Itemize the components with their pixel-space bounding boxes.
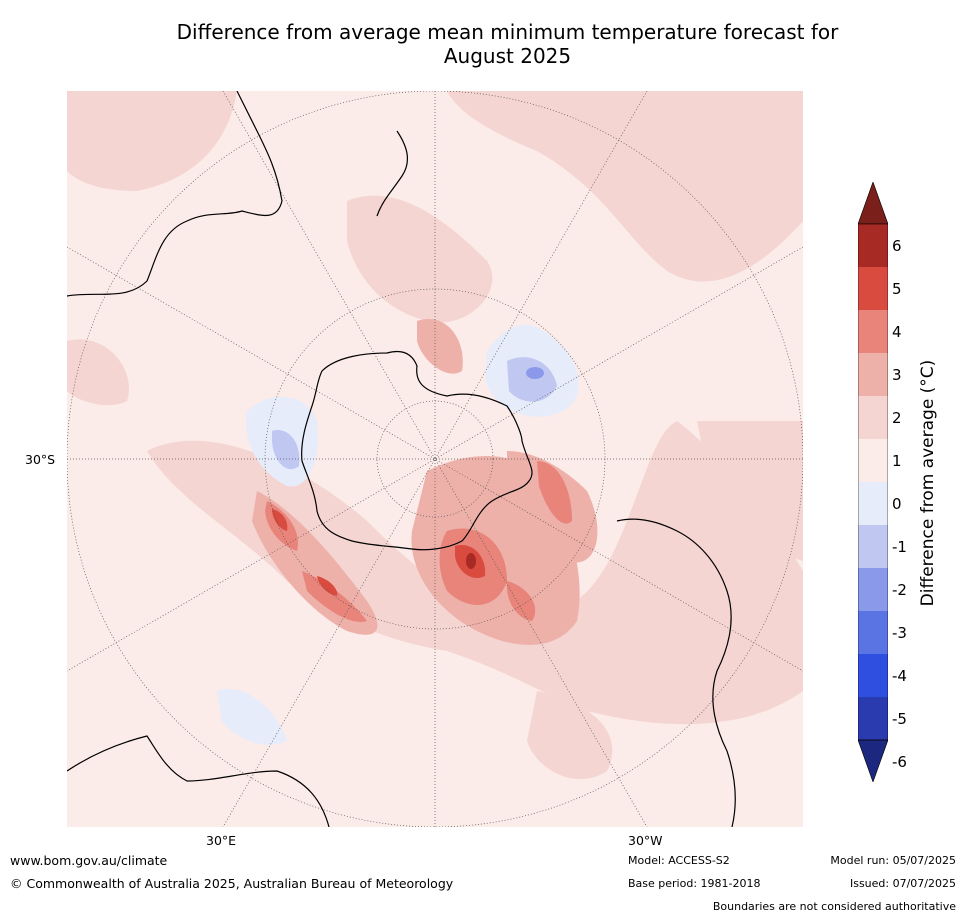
- lat-label-30s: 30°S: [25, 452, 56, 467]
- polar-map: [67, 91, 803, 827]
- footer-model: Model: ACCESS-S2: [628, 854, 730, 867]
- graticule: [67, 91, 803, 827]
- colorbar-band: [858, 267, 888, 310]
- footer-issued: Issued: 07/07/2025: [849, 877, 956, 890]
- australia-outline: [67, 91, 283, 297]
- footer-disclaimer: Boundaries are not considered authoritat…: [712, 900, 956, 913]
- colorbar-band: [858, 697, 888, 740]
- colorbar-tick-label: -6: [892, 752, 907, 771]
- colorbar-title: Difference from average (°C): [918, 359, 938, 607]
- colorbar-extend-bottom: [858, 739, 888, 782]
- colorbar-band: [858, 568, 888, 611]
- south-america-outline: [616, 518, 736, 827]
- colorbar-tick-label: -2: [892, 580, 907, 599]
- lon-label-30e: 30°E: [206, 833, 237, 848]
- title-line-1: Difference from average mean minimum tem…: [176, 20, 839, 44]
- anomaly-1-2: [67, 91, 803, 780]
- africa-outline: [67, 735, 330, 827]
- anomaly-minus2-minus3: [526, 367, 544, 379]
- footer-website: www.bom.gov.au/climate: [10, 853, 168, 868]
- anomaly-minus1-minus2: [272, 357, 557, 470]
- new-zealand-outline: [376, 130, 409, 217]
- footer-copyright: © Commonwealth of Australia 2025, Austra…: [10, 876, 454, 891]
- colorbar-band: [858, 654, 888, 697]
- colorbar-band: [858, 439, 888, 482]
- anomaly-5-6: [466, 553, 476, 569]
- colorbar-tick-label: 0: [892, 494, 902, 513]
- colorbar-tick-label: -4: [892, 666, 907, 685]
- colorbar-tick-label: 1: [892, 451, 902, 470]
- coastlines: [67, 91, 736, 827]
- colorbar-band: [858, 611, 888, 654]
- antarctica-outline: [301, 350, 533, 551]
- colorbar-tick-label: 3: [892, 365, 902, 384]
- colorbar: [858, 182, 888, 782]
- colorbar-tick-label: -3: [892, 623, 907, 642]
- colorbar-tick-label: 6: [892, 236, 902, 255]
- colorbar-band: [858, 525, 888, 568]
- colorbar-band: [858, 482, 888, 525]
- map-title: Difference from average mean minimum tem…: [0, 20, 965, 68]
- colorbar-band: [858, 224, 888, 267]
- colorbar-band: [858, 353, 888, 396]
- colorbar-tick-label: -5: [892, 709, 907, 728]
- colorbar-tick-label: 5: [892, 279, 902, 298]
- colorbar-extend-top: [858, 182, 888, 225]
- colorbar-band: [858, 396, 888, 439]
- colorbar-tick-label: -1: [892, 537, 907, 556]
- colorbar-tick-label: 4: [892, 322, 902, 341]
- footer-base-period: Base period: 1981-2018: [628, 877, 761, 890]
- title-line-2: August 2025: [443, 44, 572, 68]
- colorbar-band: [858, 310, 888, 353]
- lon-label-30w: 30°W: [628, 833, 663, 848]
- colorbar-tick-label: 2: [892, 408, 902, 427]
- footer-model-run: Model run: 05/07/2025: [830, 854, 956, 867]
